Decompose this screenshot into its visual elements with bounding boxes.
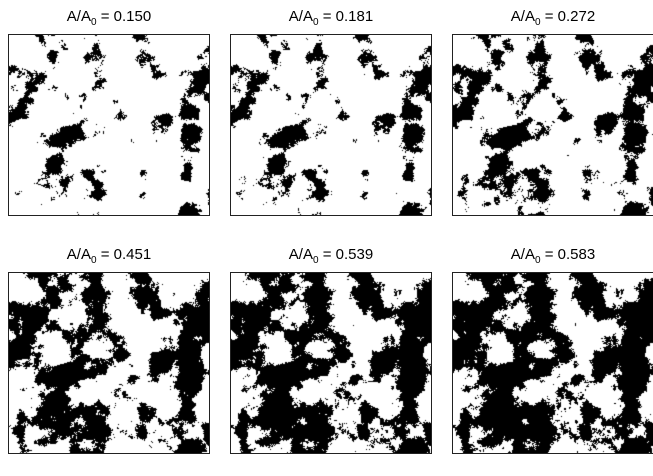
title-value: = 0.451 [100, 246, 152, 263]
contact-map-image [231, 273, 431, 453]
panel-title: A/A0 = 0.272 [452, 4, 653, 30]
title-label: A/A [288, 246, 313, 263]
contact-map [452, 272, 653, 454]
title-subscript: 0 [534, 255, 541, 266]
title-subscript: 0 [312, 17, 319, 28]
contact-map [8, 272, 210, 454]
title-label: A/A [288, 8, 313, 25]
title-value: = 0.150 [100, 8, 152, 25]
contact-map-image [9, 35, 209, 215]
panel-title: A/A0 = 0.583 [452, 242, 653, 268]
title-label: A/A [66, 8, 91, 25]
title-label: A/A [510, 8, 535, 25]
panel-title: A/A0 = 0.150 [8, 4, 210, 30]
panel-title: A/A0 = 0.451 [8, 242, 210, 268]
title-subscript: 0 [90, 17, 97, 28]
contact-map-image [231, 35, 431, 215]
title-subscript: 0 [534, 17, 541, 28]
title-value: = 0.583 [544, 246, 596, 263]
title-subscript: 0 [90, 255, 97, 266]
contact-map [230, 34, 432, 216]
title-label: A/A [510, 246, 535, 263]
contact-map [230, 272, 432, 454]
title-label: A/A [66, 246, 91, 263]
contact-map [8, 34, 210, 216]
contact-map-image [9, 273, 209, 453]
title-value: = 0.181 [322, 8, 374, 25]
contact-map-image [453, 273, 653, 453]
panel-title: A/A0 = 0.539 [230, 242, 432, 268]
panel-title: A/A0 = 0.181 [230, 4, 432, 30]
title-value: = 0.272 [544, 8, 596, 25]
contact-map [452, 34, 653, 216]
title-value: = 0.539 [322, 246, 374, 263]
contact-map-image [453, 35, 653, 215]
title-subscript: 0 [312, 255, 319, 266]
